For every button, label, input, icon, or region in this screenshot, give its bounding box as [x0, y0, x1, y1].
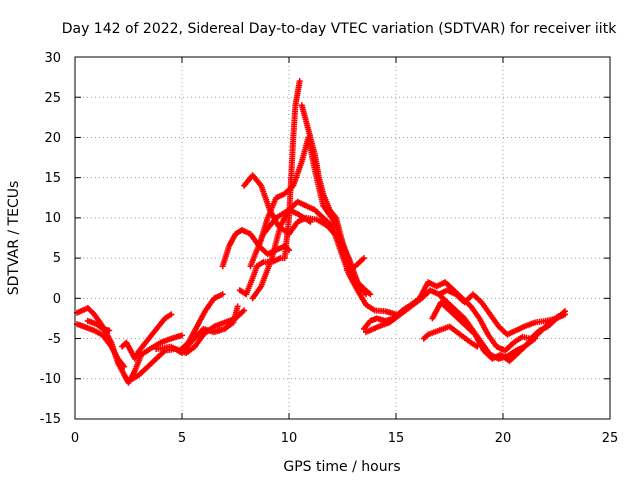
series-track-14 [298, 102, 374, 298]
data-point-markers [298, 102, 374, 298]
x-tick-label-25: 25 [602, 431, 619, 446]
data-point-markers [153, 303, 241, 356]
x-tick-label-20: 20 [495, 431, 512, 446]
y-tick-label-0: 0 [53, 292, 61, 307]
data-point-markers [84, 317, 113, 334]
data-marks [74, 78, 569, 386]
x-tick-label-0: 0 [71, 431, 79, 446]
y-tick-label-25: 25 [44, 91, 61, 106]
y-axis-label: SDTVAR / TECUs [6, 181, 22, 296]
x-axis-label: GPS time / hours [283, 459, 400, 475]
data-point-markers [119, 311, 175, 362]
series-track-7 [153, 303, 241, 356]
y-tick-label-minus10: -10 [40, 372, 61, 387]
x-tick-label-5: 5 [178, 431, 186, 446]
series-track-20 [420, 323, 481, 350]
data-point-markers [429, 299, 539, 365]
y-tick-label-minus15: -15 [40, 412, 61, 427]
series-track-18 [429, 299, 539, 365]
series-track-19 [435, 287, 569, 338]
data-point-markers [74, 321, 128, 370]
series-track-3 [84, 317, 113, 334]
y-tick-label-20: 20 [44, 131, 61, 146]
series-track-4 [119, 311, 175, 362]
series-track-15 [343, 255, 367, 274]
data-point-markers [249, 198, 399, 318]
series-track-2 [74, 321, 128, 370]
axis-ticks [74, 56, 611, 420]
y-tick-label-10: 10 [44, 211, 61, 226]
data-point-markers [435, 287, 569, 338]
y-tick-label-15: 15 [44, 171, 61, 186]
plot-frame [74, 56, 611, 420]
chart-title: Day 142 of 2022, Sidereal Day-to-day VTE… [62, 21, 617, 37]
series-track-13 [249, 198, 399, 318]
data-point-markers [420, 323, 481, 350]
y-tick-label-30: 30 [44, 51, 61, 66]
y-tick-label-5: 5 [53, 251, 61, 266]
x-tick-label-10: 10 [281, 431, 298, 446]
x-tick-label-15: 15 [388, 431, 405, 446]
y-tick-label-minus5: -5 [48, 332, 61, 347]
data-point-markers [343, 255, 367, 274]
